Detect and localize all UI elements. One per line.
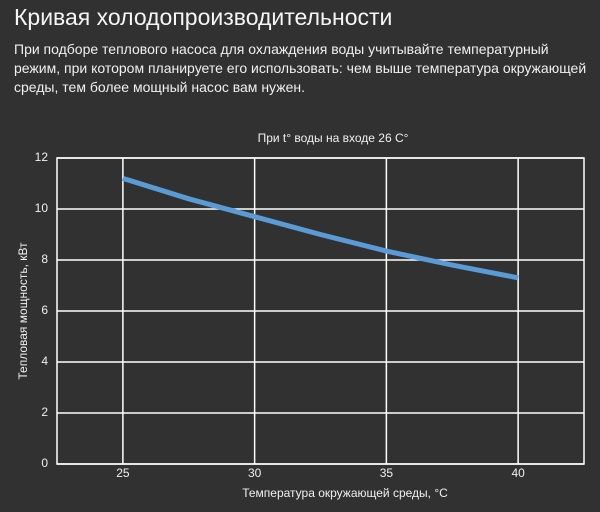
x-tick-label: 40 (511, 466, 525, 480)
y-tick-label: 0 (41, 456, 48, 470)
page-description: При подборе теплового насоса для охлажде… (14, 41, 587, 95)
y-tick-label: 6 (41, 303, 48, 317)
data-line (122, 176, 519, 281)
y-tick-label: 2 (41, 405, 48, 419)
y-tick-label: 4 (41, 354, 48, 368)
y-tick-label: 8 (41, 252, 48, 266)
x-axis-label: Температура окружающей среды, °С (242, 486, 448, 500)
page-heading: Кривая холодопроизводительности (14, 4, 393, 30)
x-tick-label: 30 (248, 466, 262, 480)
x-tick-label: 25 (116, 466, 130, 480)
y-axis-label: Тепловая мощность, кВт (16, 242, 30, 380)
y-tick-label: 12 (35, 150, 49, 164)
chart-title: При t° воды на входе 26 C° (258, 131, 409, 145)
x-tick-label: 35 (380, 466, 394, 480)
y-tick-label: 10 (35, 201, 49, 215)
